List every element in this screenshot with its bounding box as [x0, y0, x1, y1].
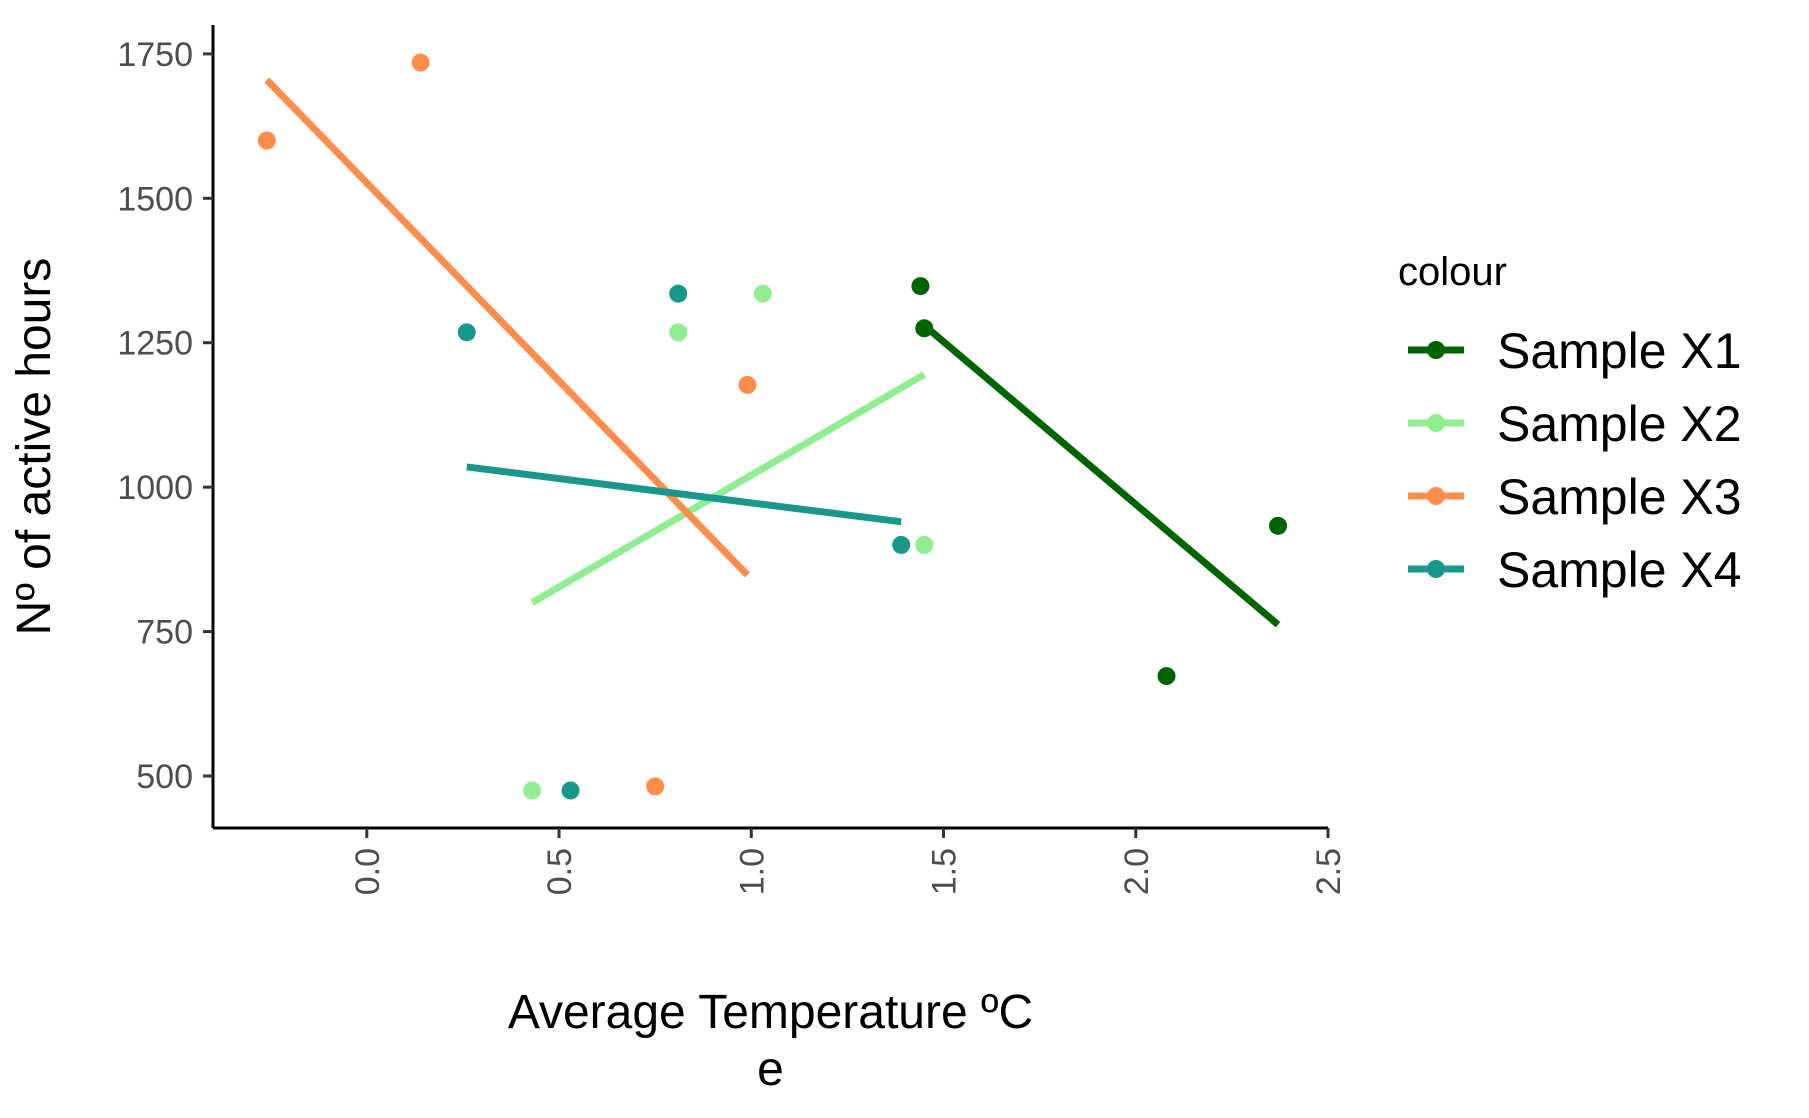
legend-key-point	[1427, 341, 1445, 359]
data-point-sample-x1	[1269, 516, 1288, 535]
x-tick-label: 2.0	[1118, 848, 1156, 895]
data-point-sample-x1	[911, 277, 930, 296]
y-tick-label: 1000	[117, 469, 193, 507]
y-axis-ticks: 500 750 1000 1250 1500 1750	[117, 36, 213, 796]
x-tick-label: 0.0	[349, 848, 387, 895]
data-point-sample-x1	[915, 319, 934, 338]
legend-label-sample-x4: Sample X4	[1497, 542, 1742, 598]
series-sample-x4	[457, 284, 911, 800]
legend-item-sample-x1: Sample X1	[1408, 323, 1742, 379]
x-axis-title: Average Temperature ºC	[508, 986, 1033, 1039]
data-point-sample-x2	[669, 323, 688, 342]
trend-line-sample-x2	[530, 371, 927, 606]
data-point-sample-x4	[892, 535, 911, 554]
data-point-sample-x3	[738, 375, 757, 394]
x-tick-label: 1.5	[926, 848, 964, 895]
legend-label-sample-x2: Sample X2	[1497, 396, 1742, 452]
data-point-sample-x1	[1157, 667, 1176, 686]
y-tick-label: 1250	[117, 325, 193, 363]
series-sample-x3	[257, 53, 757, 796]
x-tick-label: 2.5	[1310, 848, 1348, 895]
x-tick-label: 0.5	[541, 848, 579, 895]
data-point-sample-x2	[523, 781, 542, 800]
legend-label-sample-x3: Sample X3	[1497, 469, 1742, 525]
x-axis-title-line-2: e	[757, 1043, 784, 1096]
data-point-sample-x3	[411, 53, 430, 72]
plot-panel	[257, 53, 1288, 800]
legend-title: colour	[1398, 250, 1507, 294]
data-point-sample-x2	[753, 284, 772, 303]
y-tick-label: 1750	[117, 36, 193, 74]
series-sample-x2	[523, 284, 934, 800]
data-point-sample-x4	[561, 781, 580, 800]
legend: colour Sample X1 Sample X2 Sample X3 Sample…	[1398, 250, 1742, 598]
x-tick-label: 1.0	[733, 848, 771, 895]
trend-line-sample-x4	[466, 463, 902, 526]
data-point-sample-x2	[915, 535, 934, 554]
data-point-sample-x4	[457, 323, 476, 342]
legend-item-sample-x2: Sample X2	[1408, 396, 1742, 452]
data-point-sample-x3	[257, 131, 276, 150]
legend-item-sample-x4: Sample X4	[1408, 542, 1742, 598]
legend-key-point	[1427, 560, 1445, 578]
series-sample-x1	[911, 277, 1288, 686]
y-tick-label: 1500	[117, 180, 193, 218]
trend-line-sample-x1	[922, 322, 1281, 628]
legend-key-point	[1427, 487, 1445, 505]
data-point-sample-x4	[669, 284, 688, 303]
data-point-sample-x3	[646, 777, 665, 796]
y-tick-label: 750	[136, 614, 193, 652]
y-axis-title: Nº of active hours	[8, 258, 61, 636]
legend-key-point	[1427, 414, 1445, 432]
legend-label-sample-x1: Sample X1	[1497, 323, 1742, 379]
x-axis-ticks: 0.0 0.5 1.0 1.5 2.0 2.5	[349, 828, 1348, 895]
legend-item-sample-x3: Sample X3	[1408, 469, 1742, 525]
y-tick-label: 500	[136, 758, 193, 796]
